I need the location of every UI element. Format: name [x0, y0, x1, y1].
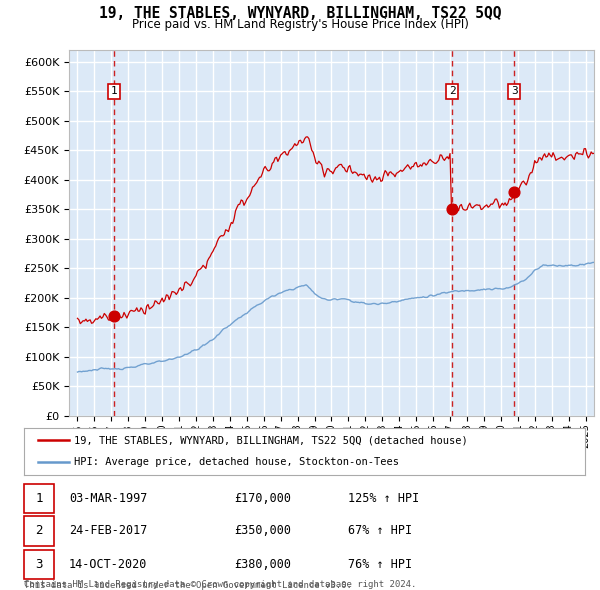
- Text: HPI: Average price, detached house, Stockton-on-Tees: HPI: Average price, detached house, Stoc…: [74, 457, 400, 467]
- Point: [509, 187, 519, 196]
- Text: 1: 1: [35, 492, 43, 505]
- Text: 2: 2: [449, 87, 455, 96]
- Text: 3: 3: [511, 87, 518, 96]
- Text: 19, THE STABLES, WYNYARD, BILLINGHAM, TS22 5QQ (detached house): 19, THE STABLES, WYNYARD, BILLINGHAM, TS…: [74, 435, 468, 445]
- Text: 2: 2: [35, 525, 43, 537]
- Text: 19, THE STABLES, WYNYARD, BILLINGHAM, TS22 5QQ: 19, THE STABLES, WYNYARD, BILLINGHAM, TS…: [99, 6, 501, 21]
- Text: 1: 1: [111, 87, 118, 96]
- Text: £380,000: £380,000: [234, 558, 291, 571]
- Text: 76% ↑ HPI: 76% ↑ HPI: [348, 558, 412, 571]
- Point: [109, 311, 119, 320]
- Text: 67% ↑ HPI: 67% ↑ HPI: [348, 525, 412, 537]
- Text: 03-MAR-1997: 03-MAR-1997: [69, 492, 148, 505]
- Text: 125% ↑ HPI: 125% ↑ HPI: [348, 492, 419, 505]
- Text: This data is licensed under the Open Government Licence v3.0.: This data is licensed under the Open Gov…: [24, 581, 352, 590]
- Text: £170,000: £170,000: [234, 492, 291, 505]
- Text: 3: 3: [35, 558, 43, 571]
- Text: £350,000: £350,000: [234, 525, 291, 537]
- Text: Price paid vs. HM Land Registry's House Price Index (HPI): Price paid vs. HM Land Registry's House …: [131, 18, 469, 31]
- Text: Contains HM Land Registry data © Crown copyright and database right 2024.: Contains HM Land Registry data © Crown c…: [24, 579, 416, 589]
- Text: 24-FEB-2017: 24-FEB-2017: [69, 525, 148, 537]
- Point: [447, 205, 457, 214]
- Text: 14-OCT-2020: 14-OCT-2020: [69, 558, 148, 571]
